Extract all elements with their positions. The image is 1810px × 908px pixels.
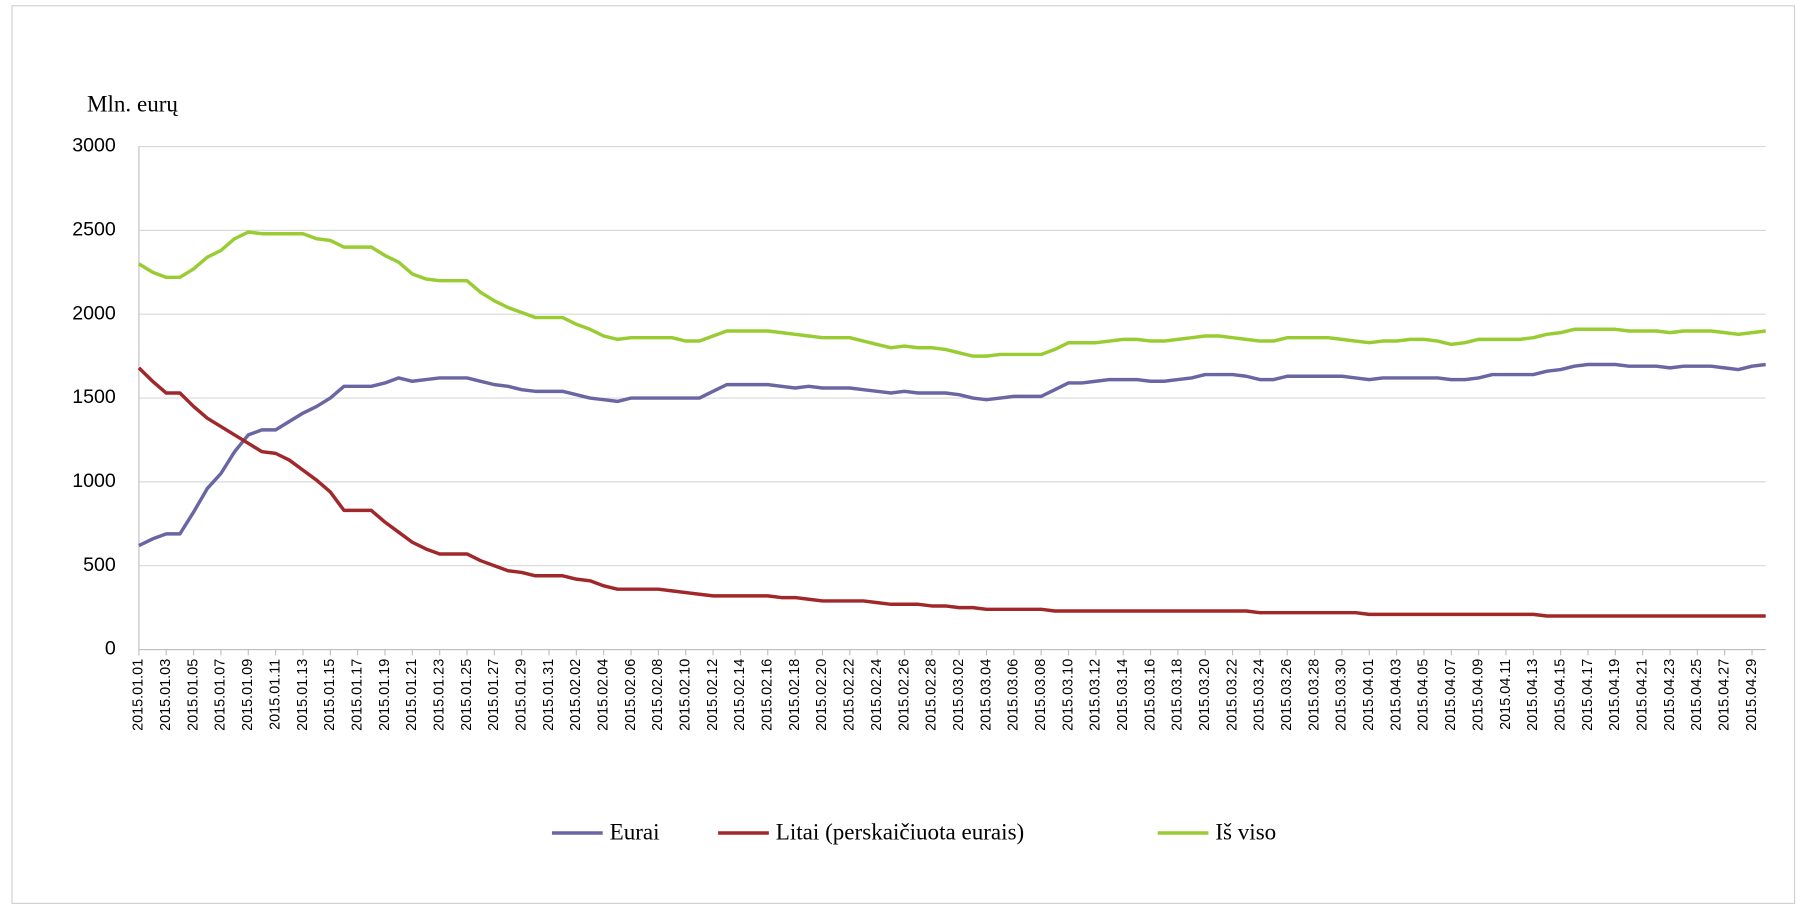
x-tick-label: 2015.04.17 (1580, 659, 1596, 731)
chart-border (11, 5, 1796, 904)
x-tick-label: 2015.03.24 (1252, 659, 1268, 731)
series-line (138, 362, 1766, 548)
x-tick-label: 2015.02.14 (732, 659, 748, 731)
series-line (137, 366, 1766, 618)
x-tick-label: 2015.03.04 (978, 659, 994, 731)
x-tick-label: 2015.02.24 (869, 659, 885, 731)
x-tick-label: 2015.01.17 (349, 659, 365, 731)
x-tick-label: 2015.03.12 (1088, 659, 1104, 731)
x-tick-label: 2015.02.04 (596, 659, 612, 731)
x-tick-label: 2015.03.08 (1033, 659, 1049, 731)
x-tick-label: 2015.02.20 (814, 659, 830, 731)
y-tick-label: 500 (83, 554, 116, 576)
y-tick-label: 1500 (72, 386, 116, 408)
x-tick-label: 2015.01.29 (513, 659, 529, 731)
x-tick-label: 2015.01.09 (240, 659, 256, 731)
y-axis-label: Mln. eurų (87, 90, 178, 116)
x-tick-label: 2015.01.27 (486, 659, 502, 731)
x-tick-label: 2015.01.01 (131, 659, 147, 731)
x-tick-label: 2015.03.14 (1115, 659, 1131, 731)
x-tick-label: 2015.02.08 (650, 659, 666, 731)
x-tick-label: 2015.01.21 (404, 659, 420, 731)
x-tick-label: 2015.03.06 (1006, 659, 1022, 731)
x-tick-label: 2015.02.26 (896, 659, 912, 731)
x-tick-label: 2015.01.15 (322, 659, 338, 731)
x-tick-label: 2015.01.25 (459, 659, 475, 731)
x-tick-label: 2015.04.29 (1744, 659, 1760, 731)
x-tick-label: 2015.02.10 (678, 659, 694, 731)
x-tick-label: 2015.01.13 (295, 659, 311, 731)
x-tick-label: 2015.01.19 (377, 659, 393, 731)
x-tick-label: 2015.02.12 (705, 659, 721, 731)
x-tick-label: 2015.03.30 (1334, 659, 1350, 731)
x-tick-label: 2015.04.21 (1634, 659, 1650, 731)
x-tick-label: 2015.03.28 (1306, 659, 1322, 731)
x-tick-label: 2015.04.07 (1443, 659, 1459, 731)
x-tick-label: 2015.02.22 (842, 659, 858, 731)
y-tick-label: 1000 (72, 470, 116, 492)
x-tick-label: 2015.04.11 (1498, 659, 1514, 730)
legend-label: Iš viso (1215, 818, 1276, 844)
x-tick-label: 2015.02.02 (568, 659, 584, 731)
x-tick-label: 2015.01.31 (541, 659, 557, 731)
x-tick-label: 2015.04.27 (1716, 659, 1732, 731)
series-line (138, 230, 1766, 358)
x-tick-label: 2015.04.15 (1552, 659, 1568, 731)
x-tick-label: 2015.01.11 (267, 659, 283, 730)
x-tick-label: 2015.02.16 (760, 659, 776, 731)
x-tick-label: 2015.03.10 (1060, 659, 1076, 731)
x-tick-label: 2015.04.03 (1388, 659, 1404, 731)
x-tick-label: 2015.03.26 (1279, 659, 1295, 731)
x-tick-label: 2015.04.13 (1525, 659, 1541, 731)
y-tick-label: 0 (105, 638, 116, 660)
x-tick-label: 2015.01.23 (431, 659, 447, 731)
x-tick-label: 2015.03.16 (1142, 659, 1158, 731)
x-tick-label: 2015.02.18 (787, 659, 803, 731)
x-tick-label: 2015.03.22 (1224, 659, 1240, 731)
x-tick-label: 2015.04.09 (1470, 659, 1486, 731)
y-tick-label: 2500 (72, 219, 116, 241)
y-tick-label: 3000 (72, 135, 116, 157)
x-tick-label: 2015.04.19 (1607, 659, 1623, 731)
y-tick-label: 2000 (72, 302, 116, 324)
x-tick-label: 2015.02.28 (924, 659, 940, 731)
x-tick-label: 2015.04.25 (1689, 659, 1705, 731)
x-tick-label: 2015.03.02 (951, 659, 967, 731)
x-tick-label: 2015.04.23 (1662, 659, 1678, 731)
x-tick-label: 2015.04.01 (1361, 659, 1377, 731)
x-tick-label: 2015.01.03 (158, 659, 174, 731)
x-tick-label: 2015.03.20 (1197, 659, 1213, 731)
x-tick-label: 2015.01.05 (185, 659, 201, 731)
x-tick-label: 2015.03.18 (1170, 659, 1186, 731)
legend-label: Litai (perskaičiuota eurais) (776, 818, 1024, 844)
legend-label: Eurai (610, 818, 660, 844)
x-tick-label: 2015.04.05 (1416, 659, 1432, 731)
x-tick-label: 2015.01.07 (213, 659, 229, 731)
x-tick-label: 2015.02.06 (623, 659, 639, 731)
